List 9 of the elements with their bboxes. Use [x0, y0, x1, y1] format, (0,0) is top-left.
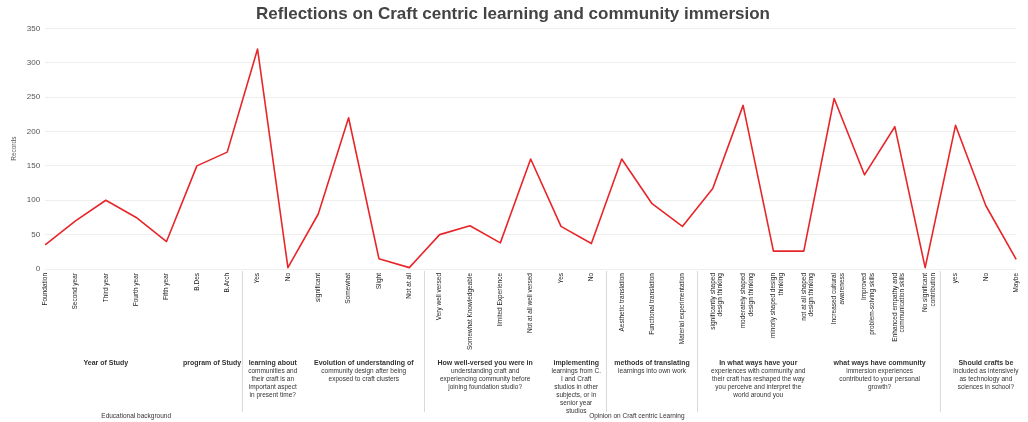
y-tick-label: 250 [26, 92, 41, 102]
y-tick-label: 300 [26, 57, 41, 67]
y-tick-label: 150 [26, 161, 41, 171]
y-tick-label: 350 [26, 23, 41, 33]
y-tick-label: 0 [35, 264, 41, 274]
chart-title: Reflections on Craft centric learning and community immersion [256, 3, 770, 23]
y-tick-label: 50 [31, 229, 41, 239]
y-tick-label: 200 [26, 126, 41, 136]
y-tick-label: 100 [26, 195, 41, 205]
